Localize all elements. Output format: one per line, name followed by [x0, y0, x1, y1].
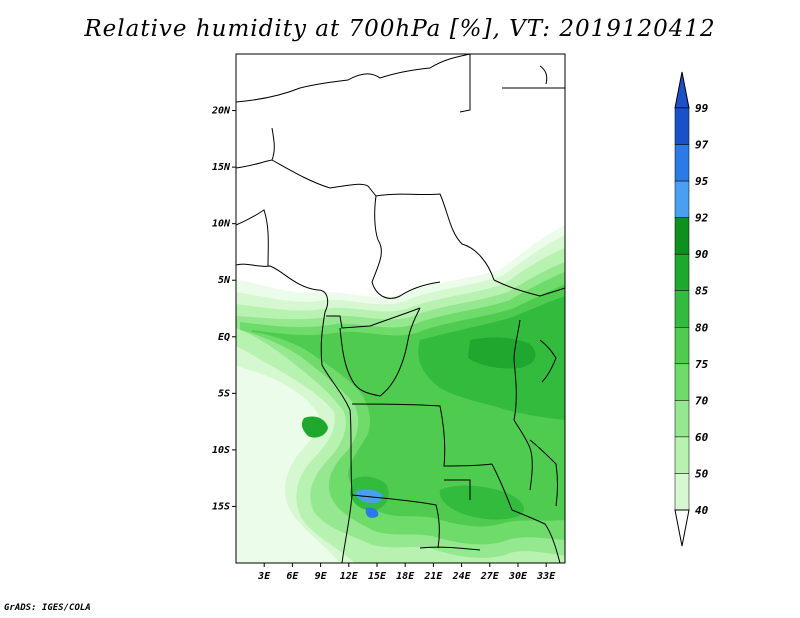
lat-label: 20N — [211, 106, 231, 117]
colorbar-segment — [674, 436, 690, 474]
colorbar-segment — [674, 107, 690, 145]
colorbar-label: 97 — [695, 139, 709, 152]
grads-credit: GrADS: IGES/COLA — [4, 603, 91, 613]
colorbar-label: 99 — [695, 102, 709, 115]
colorbar-segment — [674, 400, 690, 438]
colorbar-segment — [674, 327, 690, 365]
colorbar-label: 92 — [695, 212, 709, 225]
humidity-field — [236, 54, 565, 563]
lon-label: 9E — [315, 571, 328, 582]
colorbar-segment — [674, 253, 690, 291]
rh-90-region-west — [301, 416, 328, 438]
map-title: Relative humidity at 700hPa [%], VT: 201… — [84, 16, 716, 42]
lat-label: 10N — [212, 219, 231, 230]
lon-label: 6E — [286, 571, 299, 582]
colorbar-label: 95 — [695, 175, 709, 188]
lon-label: 18E — [396, 571, 415, 582]
colorbar-under-triangle — [674, 509, 690, 547]
colorbar-label: 60 — [695, 431, 709, 444]
colorbar-label: 80 — [695, 321, 709, 334]
lon-label: 15E — [368, 571, 387, 582]
colorbar-label: 70 — [695, 394, 709, 407]
lon-label: 24E — [452, 571, 472, 582]
colorbar-label: 85 — [695, 285, 709, 298]
colorbar-segment — [674, 473, 690, 511]
lat-label: 15S — [212, 501, 230, 512]
rh-90-region — [468, 337, 536, 369]
colorbar-over-triangle — [674, 71, 690, 109]
lon-label: 33E — [536, 571, 556, 582]
lon-label: 3E — [257, 571, 271, 582]
colorbar-segment — [674, 180, 690, 218]
colorbar-segment — [674, 217, 690, 255]
latitude-axis: 20N 15N 10N 5N EQ 5S 10S 15S — [211, 106, 236, 512]
colorbar-label: 50 — [695, 467, 709, 480]
colorbar-label: 75 — [695, 358, 709, 371]
lat-label: 5S — [218, 388, 230, 399]
lon-label: 30E — [508, 571, 528, 582]
rh-97-region — [365, 507, 379, 518]
map-frame — [235, 53, 566, 564]
colorbar-label: 40 — [695, 504, 709, 517]
colorbar-label: 90 — [695, 248, 709, 261]
colorbar-segment — [674, 290, 690, 328]
lat-label: 5N — [218, 275, 231, 286]
colorbar-segment — [674, 144, 690, 182]
lat-label: 15N — [212, 162, 231, 173]
rh-85-region-south — [439, 485, 525, 520]
lon-label: 12E — [340, 571, 359, 582]
colorbar: 99 97 95 92 90 85 80 75 70 60 50 40 — [674, 71, 709, 547]
colorbar-segment — [674, 363, 690, 401]
lon-label: 27E — [480, 571, 500, 582]
country-borders — [236, 54, 565, 563]
lat-label: 10S — [212, 445, 230, 456]
longitude-axis: 3E 6E 9E 12E 15E 18E 21E 24E 27E 30E 33E — [257, 563, 556, 582]
lat-label: EQ — [218, 332, 230, 343]
lon-label: 21E — [423, 571, 443, 582]
